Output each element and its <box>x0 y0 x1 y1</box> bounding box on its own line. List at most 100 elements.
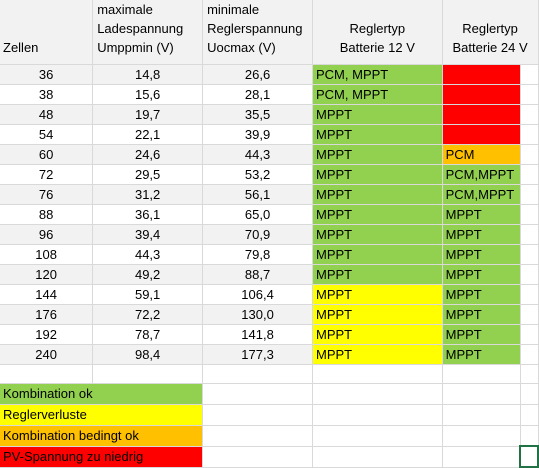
legend-swatch-label[interactable]: Kombination ok <box>0 383 204 405</box>
cell-reglertyp-12v[interactable]: MPPT <box>312 304 443 325</box>
cell-reglerspannung[interactable]: 65,0 <box>202 204 313 225</box>
cell-reglerspannung[interactable]: 39,9 <box>202 124 313 145</box>
cell-reglertyp-24v[interactable]: PCM,MPPT <box>442 164 521 185</box>
cell-zellen[interactable]: 48 <box>0 104 94 125</box>
cell-empty[interactable] <box>442 383 521 405</box>
cell-zellen[interactable]: 96 <box>0 224 94 245</box>
cell-zellen[interactable]: 88 <box>0 204 94 225</box>
cell-reglertyp-24v[interactable]: MPPT <box>442 204 521 225</box>
cell-empty[interactable] <box>520 324 539 345</box>
cell-zellen[interactable]: 144 <box>0 284 94 305</box>
cell-empty[interactable] <box>312 446 443 468</box>
cell-ladespannung[interactable]: 78,7 <box>92 324 204 345</box>
cell-empty[interactable] <box>520 264 539 285</box>
cell-reglertyp-24v[interactable] <box>442 124 521 145</box>
legend-swatch-label[interactable]: Kombination bedingt ok <box>0 425 204 447</box>
cell-reglertyp-24v[interactable] <box>442 64 521 85</box>
cell-ladespannung[interactable]: 22,1 <box>92 124 204 145</box>
cell-ladespannung[interactable]: 49,2 <box>92 264 204 285</box>
header-reglertyp-12v[interactable]: Reglertyp Batterie 12 V <box>312 0 443 65</box>
cell-reglerspannung[interactable]: 28,1 <box>202 84 313 105</box>
cell-empty[interactable] <box>92 364 204 384</box>
cell-reglertyp-24v[interactable]: MPPT <box>442 304 521 325</box>
cell-empty[interactable] <box>202 404 313 426</box>
header-reglerspannung[interactable]: minimale Reglerspannung Uocmax (V) <box>202 0 313 65</box>
cell-reglertyp-24v[interactable]: MPPT <box>442 244 521 265</box>
cell-reglertyp-24v[interactable] <box>442 84 521 105</box>
cell-zellen[interactable]: 60 <box>0 144 94 165</box>
cell-reglertyp-12v[interactable]: MPPT <box>312 324 443 345</box>
selected-cell[interactable] <box>519 445 539 468</box>
cell-zellen[interactable]: 240 <box>0 344 94 365</box>
cell-empty[interactable] <box>520 364 539 384</box>
cell-reglertyp-12v[interactable]: MPPT <box>312 264 443 285</box>
cell-reglertyp-24v[interactable]: MPPT <box>442 344 521 365</box>
cell-ladespannung[interactable]: 72,2 <box>92 304 204 325</box>
cell-zellen[interactable]: 54 <box>0 124 94 145</box>
cell-empty[interactable] <box>520 244 539 265</box>
cell-ladespannung[interactable]: 44,3 <box>92 244 204 265</box>
cell-reglerspannung[interactable]: 53,2 <box>202 164 313 185</box>
header-ladespannung[interactable]: maximale Ladespannung Umppmin (V) <box>92 0 204 65</box>
cell-reglerspannung[interactable]: 26,6 <box>202 64 313 85</box>
cell-empty[interactable] <box>202 383 313 405</box>
cell-empty[interactable] <box>520 104 539 125</box>
cell-reglertyp-12v[interactable]: MPPT <box>312 184 443 205</box>
cell-empty[interactable] <box>312 364 443 384</box>
cell-zellen[interactable]: 72 <box>0 164 94 185</box>
cell-empty[interactable] <box>520 144 539 165</box>
cell-empty[interactable] <box>520 184 539 205</box>
cell-reglertyp-12v[interactable]: PCM, MPPT <box>312 64 443 85</box>
cell-ladespannung[interactable]: 31,2 <box>92 184 204 205</box>
cell-zellen[interactable]: 108 <box>0 244 94 265</box>
cell-zellen[interactable]: 38 <box>0 84 94 105</box>
cell-zellen[interactable]: 36 <box>0 64 94 85</box>
cell-empty[interactable] <box>442 404 521 426</box>
cell-reglertyp-12v[interactable]: MPPT <box>312 124 443 145</box>
cell-reglerspannung[interactable]: 106,4 <box>202 284 313 305</box>
cell-reglertyp-24v[interactable]: MPPT <box>442 264 521 285</box>
cell-reglertyp-24v[interactable]: MPPT <box>442 284 521 305</box>
cell-reglerspannung[interactable]: 177,3 <box>202 344 313 365</box>
cell-reglertyp-12v[interactable]: PCM, MPPT <box>312 84 443 105</box>
cell-empty[interactable] <box>202 446 313 468</box>
cell-empty[interactable] <box>520 124 539 145</box>
cell-empty[interactable] <box>442 425 521 447</box>
legend-swatch-label[interactable]: Reglerverluste <box>0 404 204 426</box>
cell-empty[interactable] <box>520 84 539 105</box>
cell-reglertyp-24v[interactable]: MPPT <box>442 324 521 345</box>
cell-zellen[interactable]: 120 <box>0 264 94 285</box>
legend-swatch-label[interactable]: PV-Spannung zu niedrig <box>0 446 204 468</box>
cell-empty[interactable] <box>520 425 539 447</box>
cell-ladespannung[interactable]: 39,4 <box>92 224 204 245</box>
cell-reglertyp-12v[interactable]: MPPT <box>312 224 443 245</box>
cell-ladespannung[interactable]: 98,4 <box>92 344 204 365</box>
cell-reglerspannung[interactable]: 44,3 <box>202 144 313 165</box>
cell-reglerspannung[interactable]: 56,1 <box>202 184 313 205</box>
cell-empty[interactable] <box>312 425 443 447</box>
cell-empty[interactable] <box>520 164 539 185</box>
cell-empty[interactable] <box>520 344 539 365</box>
cell-reglertyp-24v[interactable]: PCM <box>442 144 521 165</box>
cell-empty[interactable] <box>520 64 539 85</box>
cell-empty[interactable] <box>520 304 539 325</box>
cell-ladespannung[interactable]: 59,1 <box>92 284 204 305</box>
cell-empty[interactable] <box>202 425 313 447</box>
cell-reglertyp-12v[interactable]: MPPT <box>312 204 443 225</box>
cell-empty[interactable] <box>520 224 539 245</box>
cell-ladespannung[interactable]: 14,8 <box>92 64 204 85</box>
cell-empty[interactable] <box>202 364 313 384</box>
cell-empty[interactable] <box>520 404 539 426</box>
cell-reglerspannung[interactable]: 70,9 <box>202 224 313 245</box>
cell-reglerspannung[interactable]: 88,7 <box>202 264 313 285</box>
cell-empty[interactable] <box>520 284 539 305</box>
cell-ladespannung[interactable]: 36,1 <box>92 204 204 225</box>
cell-reglertyp-12v[interactable]: MPPT <box>312 164 443 185</box>
cell-reglertyp-24v[interactable] <box>442 104 521 125</box>
cell-empty[interactable] <box>312 404 443 426</box>
cell-reglerspannung[interactable]: 35,5 <box>202 104 313 125</box>
cell-reglertyp-12v[interactable]: MPPT <box>312 144 443 165</box>
cell-empty[interactable] <box>312 383 443 405</box>
cell-reglerspannung[interactable]: 141,8 <box>202 324 313 345</box>
header-zellen[interactable]: Zellen <box>0 0 94 65</box>
